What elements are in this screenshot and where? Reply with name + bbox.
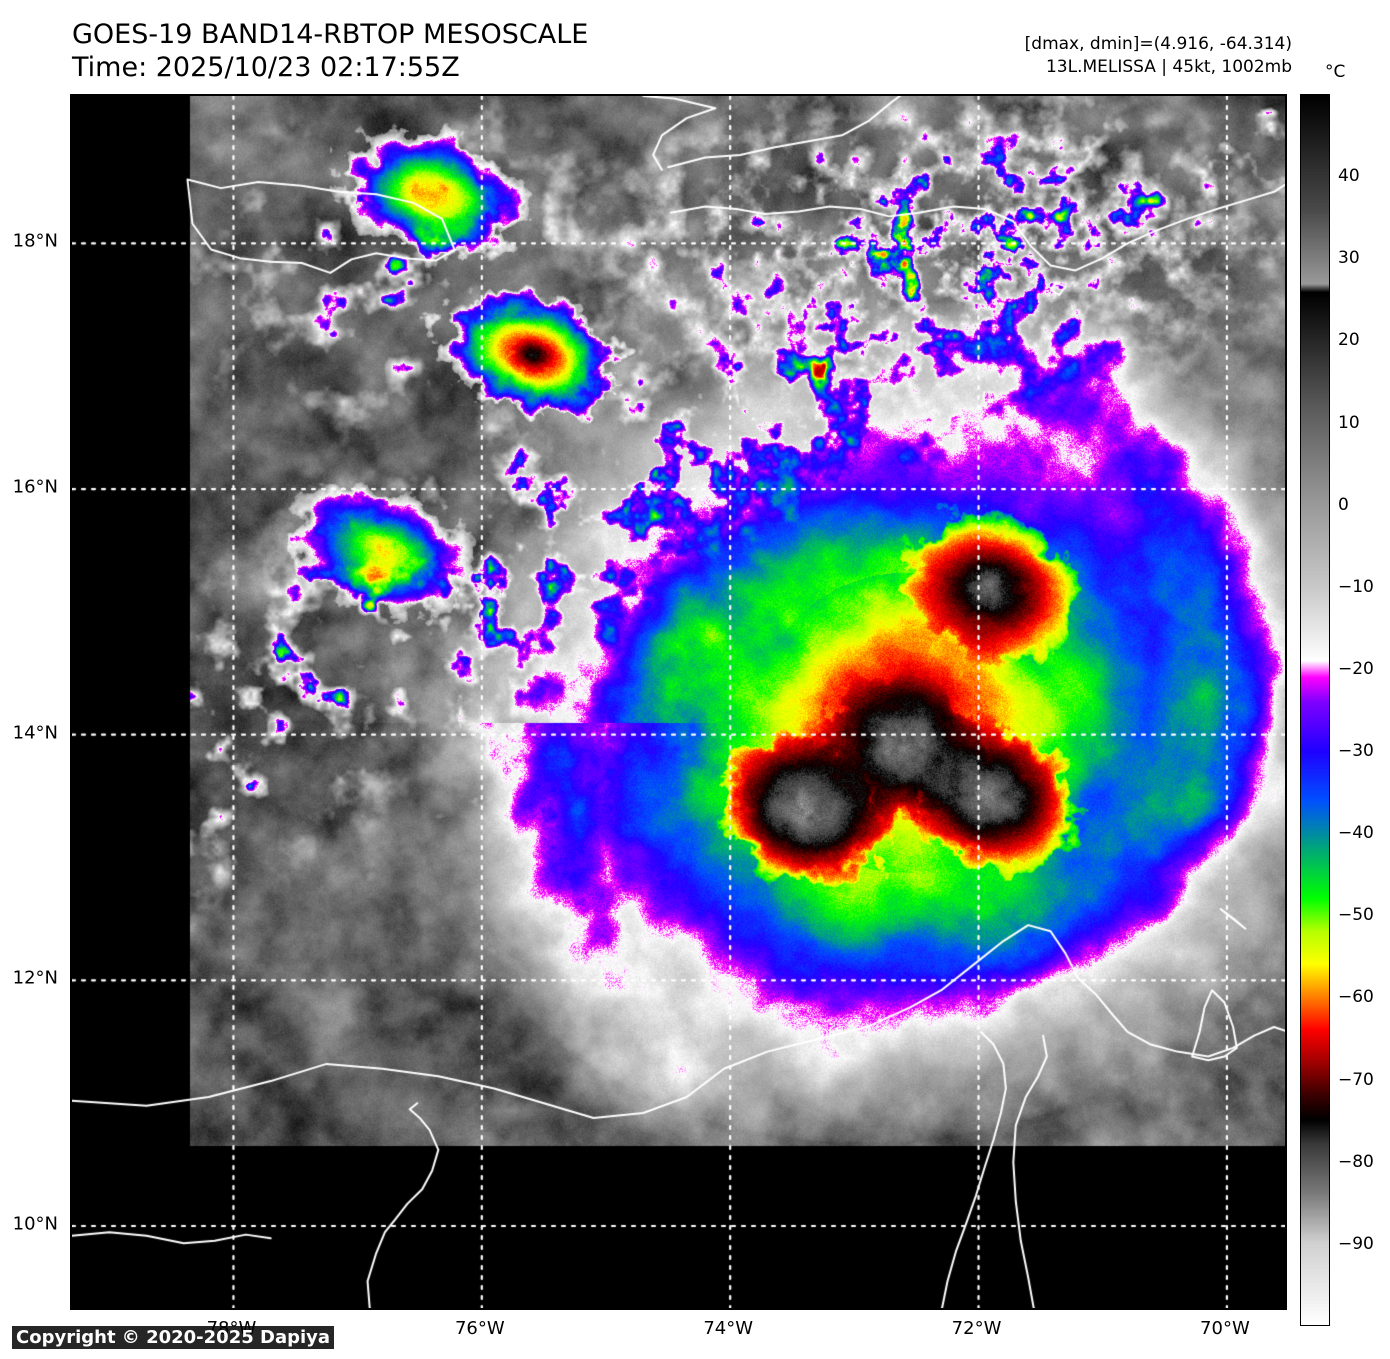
latitude-tick-label: 12°N xyxy=(12,967,58,989)
storm-readout: 13L.MELISSA | 45kt, 1002mb xyxy=(1045,57,1292,77)
page-title: GOES-19 BAND14-RBTOP MESOSCALE Time: 202… xyxy=(72,18,588,84)
title-line-2: Time: 2025/10/23 02:17:55Z xyxy=(72,52,460,83)
latitude-tick-label: 16°N xyxy=(12,476,58,498)
colorbar-tick-label: −60 xyxy=(1338,987,1374,1008)
colorbar-unit-label: °C xyxy=(1325,62,1346,82)
colorbar-tick-label: −30 xyxy=(1338,741,1374,762)
satellite-imagery-layer xyxy=(72,96,1285,1308)
colorbar-tick-label: −10 xyxy=(1338,576,1374,597)
colorbar-tick-label: 10 xyxy=(1338,412,1360,433)
colorbar-tick-label: −50 xyxy=(1338,905,1374,926)
colorbar-tick-label: 40 xyxy=(1338,166,1360,187)
colorbar[interactable] xyxy=(1300,94,1330,1326)
chart-header: GOES-19 BAND14-RBTOP MESOSCALE Time: 202… xyxy=(0,0,1390,92)
dmax-dmin-readout: [dmax, dmin]=(4.916, -64.314) xyxy=(1024,34,1292,54)
colorbar-tick-label: −90 xyxy=(1338,1233,1374,1254)
colorbar-tick-label: 0 xyxy=(1338,494,1349,515)
colorbar-tick-label: 20 xyxy=(1338,330,1360,351)
colorbar-tick-label: −40 xyxy=(1338,823,1374,844)
longitude-tick-label: 74°W xyxy=(703,1318,754,1339)
latitude-tick-label: 18°N xyxy=(12,230,58,252)
longitude-tick-label: 70°W xyxy=(1200,1318,1250,1339)
longitude-tick-label: 72°W xyxy=(951,1318,1002,1339)
latitude-tick-label: 10°N xyxy=(12,1213,58,1235)
colorbar-tick-label: 30 xyxy=(1338,248,1360,269)
chart-metadata: [dmax, dmin]=(4.916, -64.314) 13L.MELISS… xyxy=(1025,33,1292,79)
longitude-tick-label: 76°W xyxy=(454,1318,505,1339)
latitude-tick-label: 14°N xyxy=(12,722,58,744)
colorbar-tick-label: −20 xyxy=(1338,658,1374,679)
copyright-notice: Copyright © 2020-2025 Dapiya xyxy=(12,1326,335,1349)
title-line-1: GOES-19 BAND14-RBTOP MESOSCALE xyxy=(72,19,589,50)
colorbar-gradient xyxy=(1300,94,1330,1326)
colorbar-tick-label: −80 xyxy=(1338,1151,1374,1172)
colorbar-tick-label: −70 xyxy=(1338,1069,1374,1090)
satellite-map-plot[interactable] xyxy=(70,94,1287,1310)
